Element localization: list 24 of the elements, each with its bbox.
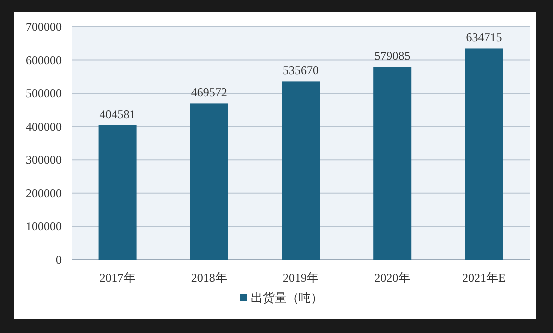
y-tick-label: 700000 bbox=[26, 20, 62, 34]
y-tick-label: 200000 bbox=[26, 186, 62, 200]
legend-label: 出货量（吨） bbox=[251, 291, 323, 305]
y-tick-label: 600000 bbox=[26, 53, 62, 68]
bar bbox=[98, 125, 137, 260]
x-tick-label: 2020年 bbox=[374, 271, 411, 285]
x-tick-label: 2018年 bbox=[191, 271, 228, 285]
bar bbox=[282, 82, 320, 260]
y-tick-label: 500000 bbox=[26, 86, 62, 101]
bar bbox=[374, 67, 412, 260]
data-label: 469572 bbox=[191, 86, 228, 100]
y-tick-label: 0 bbox=[56, 253, 62, 267]
data-label: 579085 bbox=[374, 49, 411, 64]
x-tick-label: 2021年E bbox=[462, 271, 506, 285]
data-label: 535670 bbox=[283, 64, 319, 78]
bar bbox=[190, 104, 228, 260]
data-label: 404581 bbox=[100, 107, 136, 122]
x-tick-label: 2019年 bbox=[283, 271, 319, 285]
data-label: 634715 bbox=[466, 30, 502, 45]
y-tick-label: 400000 bbox=[26, 120, 62, 134]
bar bbox=[465, 48, 504, 260]
y-tick-label: 100000 bbox=[26, 220, 62, 234]
x-tick-label: 2017年 bbox=[100, 271, 136, 285]
y-tick-label: 300000 bbox=[26, 153, 62, 168]
